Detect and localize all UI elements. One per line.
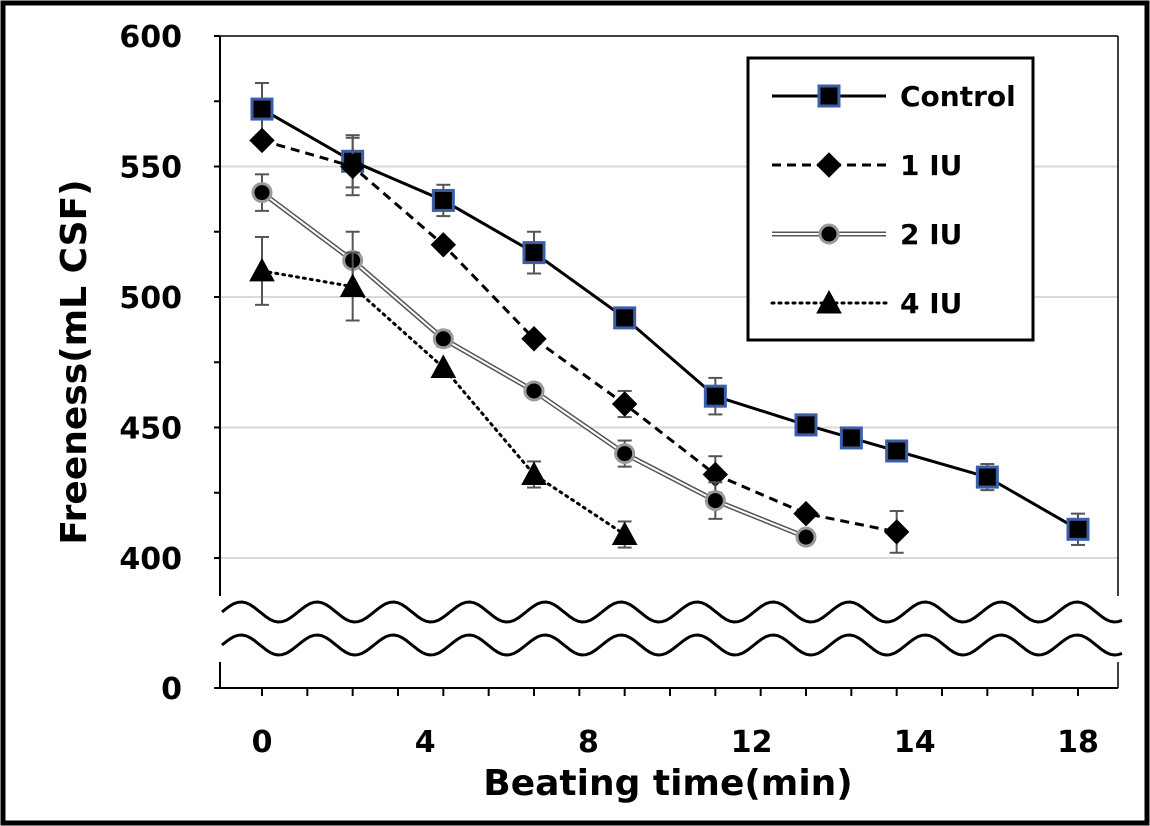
series-layer [249, 81, 1090, 554]
legend-marker [817, 84, 841, 108]
y-tick-label: 450 [119, 412, 182, 447]
data-point [431, 188, 455, 212]
data-point [794, 413, 818, 437]
axis-break [215, 596, 1125, 662]
data-point [883, 519, 910, 545]
data-point [521, 326, 547, 352]
series-line [261, 138, 897, 534]
data-point [339, 153, 366, 180]
legend-entry-1: 1 IU [772, 149, 962, 182]
x-ticks: 0 4 8 12 14 18 [252, 688, 1099, 760]
series-0 [250, 81, 1090, 546]
data-point [249, 257, 275, 282]
data-point [522, 241, 546, 265]
data-point [1066, 517, 1090, 541]
y-tick-label: 0 [161, 672, 182, 707]
legend-label: 1 IU [900, 149, 962, 182]
y-tick-label: 400 [119, 542, 182, 577]
series-3 [249, 235, 638, 549]
data-point [793, 500, 819, 527]
x-axis-title: Beating time(min) [483, 763, 853, 804]
data-point [251, 182, 273, 204]
data-point [839, 426, 863, 450]
data-point [885, 439, 909, 463]
data-point [430, 354, 457, 378]
data-point [611, 391, 638, 417]
legend-marker [818, 223, 840, 245]
axis-break-wave-lower [221, 633, 1123, 657]
x-tick-label: 12 [731, 725, 773, 760]
x-tick-label: 14 [894, 725, 936, 760]
data-point [430, 232, 457, 258]
x-tick-label: 4 [415, 725, 436, 760]
axis-break-wave-upper [221, 600, 1123, 624]
legend-label: 2 IU [900, 218, 962, 251]
data-point [703, 384, 727, 408]
legend-marker [816, 289, 842, 314]
data-point [339, 273, 366, 298]
y-tick-label: 500 [119, 281, 182, 316]
data-point [523, 380, 545, 402]
legend-label: Control [900, 80, 1016, 113]
data-point [249, 127, 275, 154]
legend-box [746, 56, 1035, 342]
data-point [432, 328, 454, 350]
x-tick-label: 0 [252, 725, 273, 760]
legend: Control 1 IU 2 IU 4 IU [746, 56, 1035, 342]
data-point [521, 461, 547, 485]
data-point [704, 490, 726, 512]
legend-entry-3: 4 IU [770, 287, 962, 320]
legend-entry-2: 2 IU [772, 218, 962, 251]
legend-entry-0: Control [772, 80, 1016, 113]
data-point [613, 306, 637, 330]
y-ticks: 600 550 500 450 400 0 [119, 20, 220, 707]
data-point [250, 97, 274, 121]
x-tick-label: 18 [1057, 725, 1099, 760]
y-tick-label: 550 [119, 151, 182, 186]
legend-marker [816, 152, 842, 178]
x-tick-label: 8 [578, 725, 599, 760]
data-point [611, 521, 638, 546]
y-axis-title: Freeness(mL CSF) [54, 179, 95, 544]
y-tick-label: 600 [119, 20, 182, 55]
data-point [614, 443, 636, 465]
legend-label: 4 IU [900, 287, 962, 320]
data-point [795, 526, 817, 548]
series-1 [249, 127, 910, 554]
data-point [975, 465, 999, 489]
